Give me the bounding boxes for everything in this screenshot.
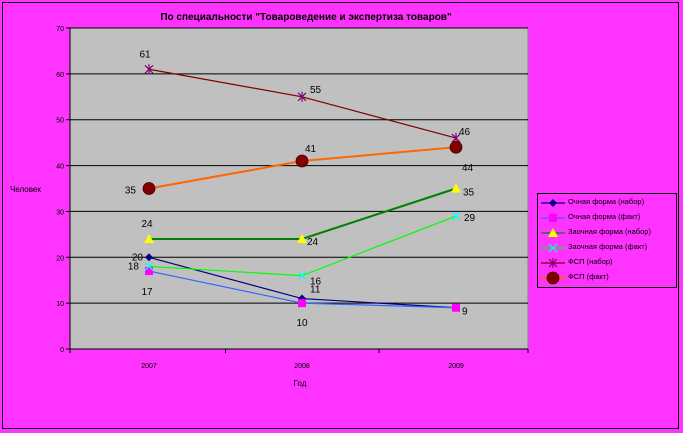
data-label: 35: [125, 186, 137, 197]
data-point: [451, 211, 461, 221]
legend-label: Очная форма (факт): [568, 212, 641, 221]
legend-swatch: [541, 199, 565, 207]
legend-item: ФСП (набор): [538, 256, 676, 270]
y-tick-label: 50: [56, 118, 64, 125]
data-label: 20: [132, 252, 144, 263]
data-label: 11: [310, 285, 321, 296]
legend-marker: [548, 258, 558, 268]
data-point: [144, 64, 154, 75]
x-axis-label: Год: [294, 379, 307, 388]
legend-marker: [548, 228, 558, 237]
legend-swatch: [541, 271, 565, 285]
y-tick-label: 70: [56, 26, 64, 33]
data-label: 29: [464, 213, 476, 224]
y-tick-label: 20: [56, 255, 64, 262]
y-tick-label: 60: [56, 72, 64, 79]
data-label: 16: [310, 277, 322, 288]
legend-swatch: [541, 228, 565, 237]
chart-frame: [2, 2, 679, 429]
data-point: [142, 182, 156, 195]
legend-label: Очная форма (набор): [568, 197, 645, 206]
data-point: [295, 154, 309, 168]
data-point: [145, 267, 153, 276]
legend-item: Очная форма (набор): [538, 196, 676, 210]
y-tick-label: 40: [56, 164, 64, 171]
data-point: [297, 91, 307, 102]
x-tick-label: 2007: [141, 363, 157, 370]
data-point: [452, 303, 460, 312]
data-point: [297, 233, 307, 243]
data-label: 55: [310, 85, 322, 96]
legend-swatch: [541, 258, 565, 268]
legend-item: Очная форма (факт): [538, 211, 676, 225]
data-label: 10: [296, 318, 308, 329]
data-label: 24: [307, 237, 319, 248]
data-point: [145, 253, 153, 262]
y-tick-label: 30: [56, 209, 64, 216]
legend-item: Заочная форма (факт): [538, 241, 676, 255]
chart-title: По специальности "Товароведение и экспер…: [160, 12, 452, 23]
data-point: [449, 140, 463, 154]
data-label: 41: [305, 144, 317, 155]
data-label: 61: [139, 49, 151, 60]
legend: Очная форма (набор) Очная форма (факт) Зао…: [537, 193, 677, 288]
legend-item: ФСП (факт): [538, 271, 676, 285]
x-tick-label: 2009: [448, 363, 464, 370]
legend-swatch: [541, 214, 565, 222]
legend-label: Заочная форма (факт): [568, 242, 648, 251]
legend-item: Заочная форма (набор): [538, 226, 676, 240]
data-label: 17: [141, 287, 153, 298]
data-point: [144, 233, 154, 243]
data-label: 9: [462, 307, 468, 318]
data-label: 46: [459, 127, 471, 138]
legend-marker: [549, 199, 557, 207]
y-tick-label: 0: [60, 347, 64, 354]
legend-label: ФСП (набор): [568, 257, 613, 266]
legend-marker: [549, 214, 557, 222]
data-point: [297, 271, 307, 281]
x-tick-label: 2008: [294, 363, 310, 370]
y-tick-label: 10: [56, 301, 64, 308]
legend-marker: [546, 271, 560, 285]
legend-swatch: [541, 243, 565, 253]
legend-label: ФСП (факт): [568, 272, 609, 281]
data-label: 35: [463, 188, 475, 199]
y-axis-label: Человек: [10, 185, 41, 194]
data-label: 24: [141, 219, 153, 230]
data-label: 44: [462, 163, 474, 174]
data-label: 18: [128, 261, 140, 272]
data-point: [144, 262, 154, 271]
legend-marker: [548, 243, 558, 253]
data-point: [298, 299, 306, 308]
legend-label: Заочная форма (набор): [568, 227, 651, 236]
data-point: [451, 183, 461, 193]
